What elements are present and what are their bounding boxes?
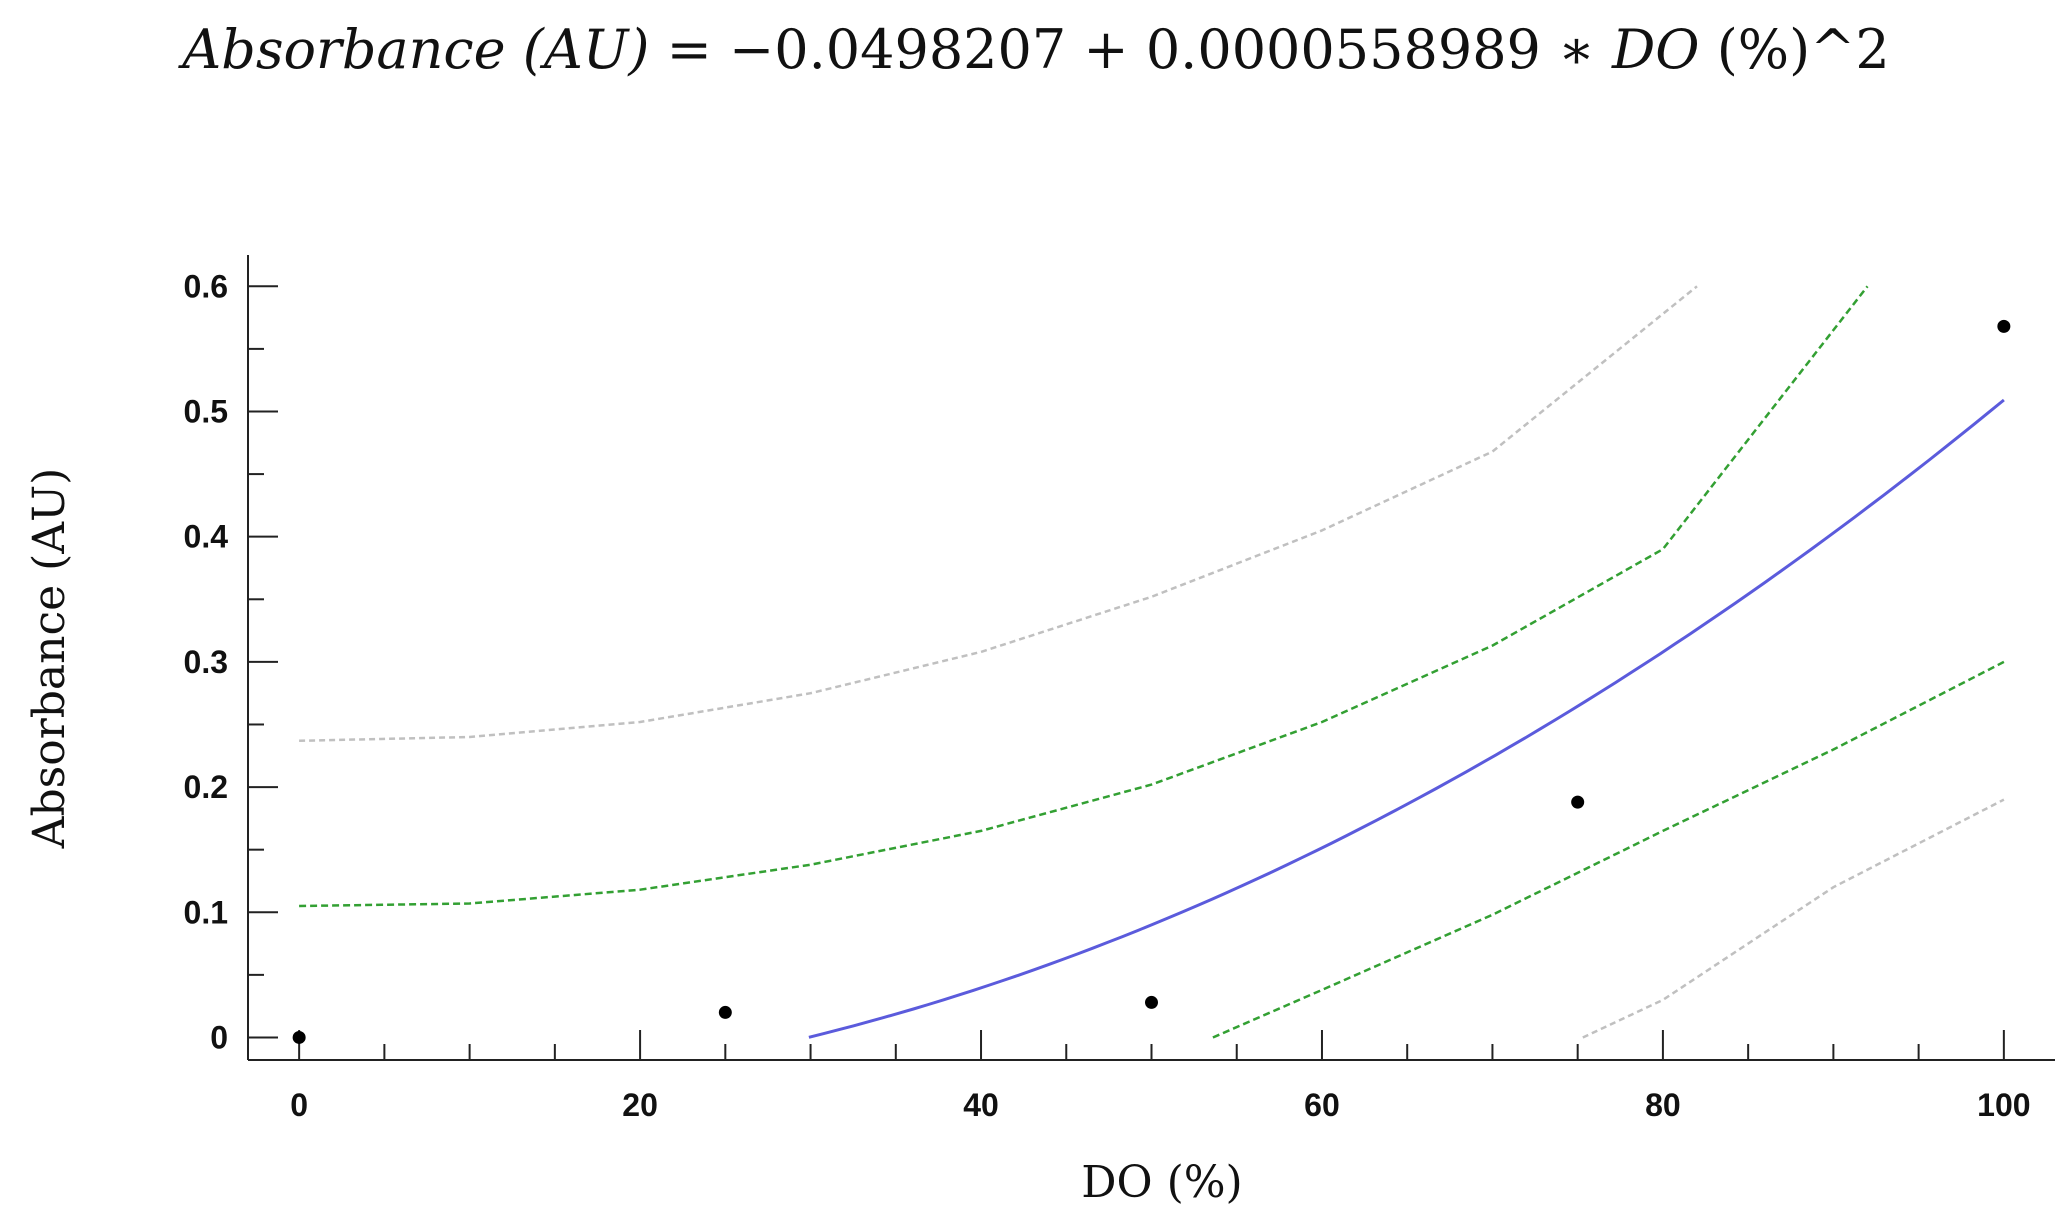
y-tick-label: 0.4	[184, 519, 229, 555]
y-axis-title: Absorbance (AU)	[24, 468, 75, 850]
data-point	[1145, 995, 1158, 1009]
x-tick-label: 100	[1977, 1087, 2030, 1123]
y-tick-label: 0	[210, 1019, 228, 1055]
equation-title: Absorbance (AU) = −0.0498207 + 0.0000558…	[0, 18, 2072, 81]
x-tick-label: 20	[622, 1087, 658, 1123]
data-points	[292, 319, 2011, 1044]
confidence-band-lower	[1212, 660, 2005, 1039]
y-tick-label: 0.6	[184, 268, 228, 304]
y-tick-label: 0.3	[184, 644, 228, 680]
x-tick-label: 0	[290, 1087, 308, 1123]
bands	[299, 285, 2005, 1039]
axes: 0 0.1 0.2 0.3 0.4 0.5 0.6 0 20 40 60 80 100	[184, 255, 2055, 1123]
fit-curve-group	[808, 398, 2005, 1039]
title-response: Absorbance (AU)	[182, 18, 650, 81]
y-tick-label: 0.1	[184, 894, 228, 930]
y-tick-label: 0.5	[184, 393, 228, 429]
x-tick-label: 80	[1645, 1087, 1681, 1123]
x-tick-label: 40	[963, 1087, 999, 1123]
x-axis-title: DO (%)	[1081, 1157, 1242, 1208]
confidence-band-upper	[299, 285, 1869, 908]
prediction-band-lower	[1582, 798, 2005, 1039]
data-point	[1997, 319, 2011, 333]
fit-curve	[808, 398, 2005, 1039]
y-tick-label: 0.2	[184, 769, 228, 805]
data-point	[292, 1030, 306, 1044]
title-equation: = −0.0498207 + 0.0000558989 ∗	[649, 18, 1612, 81]
data-point	[718, 1005, 732, 1019]
x-tick-label: 60	[1304, 1087, 1340, 1123]
data-point	[1571, 795, 1585, 809]
title-variable: DO	[1611, 18, 1700, 81]
prediction-band-upper	[299, 285, 1698, 743]
title-unit-power: (%)^2	[1699, 18, 1890, 81]
